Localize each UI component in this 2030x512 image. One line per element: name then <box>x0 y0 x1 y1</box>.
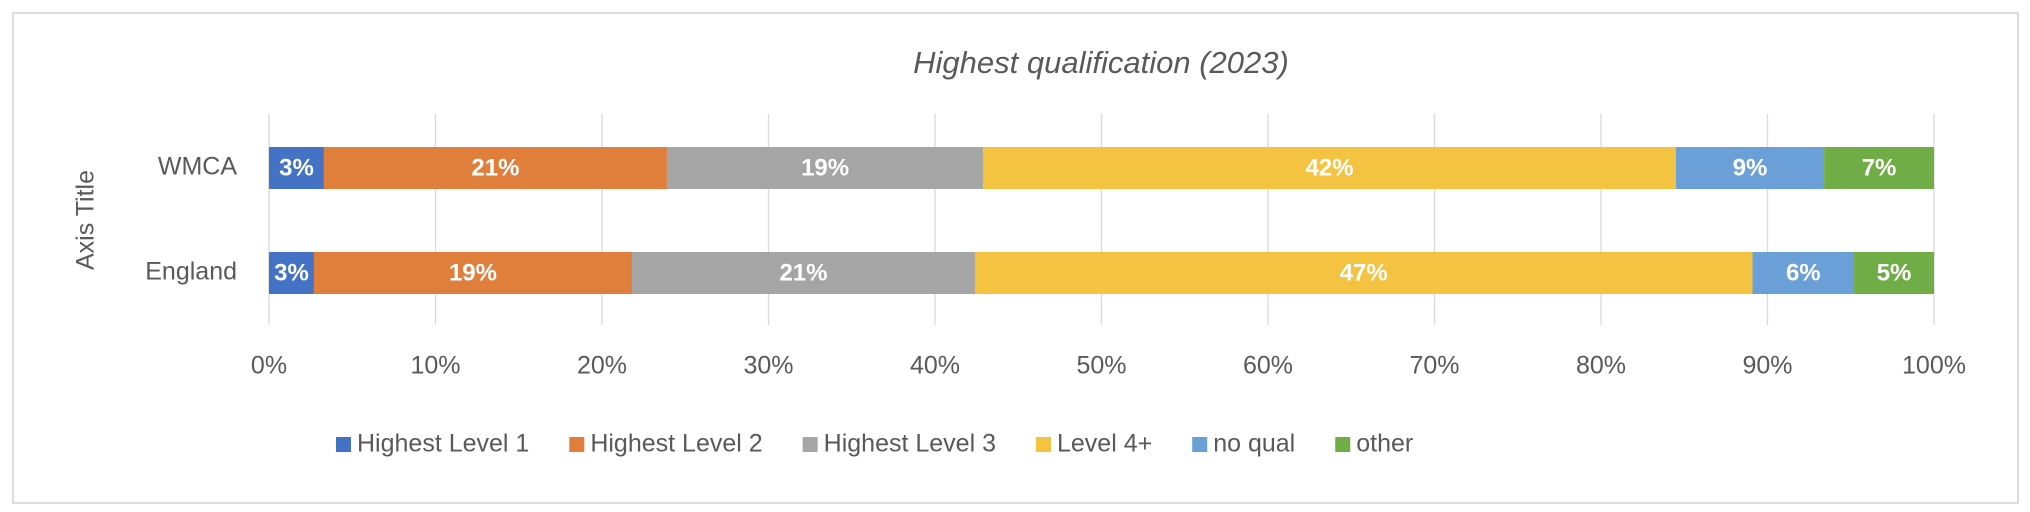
chart-title: Highest qualification (2023) <box>913 45 1289 80</box>
data-label: 3% <box>279 154 314 181</box>
y-tick-label: England <box>145 258 237 286</box>
x-tick-label: 90% <box>1742 352 1792 380</box>
legend-label: Highest Level 3 <box>824 430 996 458</box>
data-label: 5% <box>1877 259 1912 286</box>
legend-swatch <box>1335 437 1351 452</box>
bar-segment <box>269 147 324 189</box>
legend-label: other <box>1356 430 1413 458</box>
data-label: 47% <box>1340 259 1388 286</box>
bar-segment <box>974 252 1753 294</box>
data-label: 3% <box>274 259 309 286</box>
data-label: 19% <box>449 259 497 286</box>
data-label: 7% <box>1862 154 1897 181</box>
x-tick-label: 70% <box>1409 352 1459 380</box>
data-label: 6% <box>1786 259 1821 286</box>
bar-segment <box>269 252 314 294</box>
bar-segment <box>1854 252 1934 294</box>
bar-segment <box>631 252 975 294</box>
bar-segment <box>983 147 1676 189</box>
x-tick-label: 40% <box>910 352 960 380</box>
legend-label: Highest Level 2 <box>590 430 762 458</box>
bar-segment <box>666 147 984 189</box>
y-tick-label: WMCA <box>158 153 237 181</box>
x-tick-label: 80% <box>1576 352 1626 380</box>
legend-swatch <box>1035 437 1051 452</box>
legend-label: Highest Level 1 <box>357 430 529 458</box>
bar-segment <box>1675 147 1825 189</box>
x-tick-label: 60% <box>1243 352 1293 380</box>
bar-segment <box>1752 252 1855 294</box>
legend-label: Level 4+ <box>1057 430 1152 458</box>
y-axis-title: Axis Title <box>72 170 100 270</box>
x-tick-label: 10% <box>410 352 460 380</box>
bar-segment <box>323 147 667 189</box>
legend-label: no qual <box>1213 430 1295 458</box>
x-tick-label: 50% <box>1076 352 1126 380</box>
x-tick-label: 100% <box>1902 352 1966 380</box>
x-tick-label: 20% <box>577 352 627 380</box>
data-label: 21% <box>471 154 519 181</box>
data-label: 19% <box>801 154 849 181</box>
data-label: 9% <box>1733 154 1768 181</box>
legend-swatch <box>336 437 351 452</box>
x-tick-label: 30% <box>743 352 793 380</box>
bar-segment <box>313 252 632 294</box>
legend-swatch <box>569 437 585 452</box>
legend-swatch <box>802 437 818 452</box>
legend-swatch <box>1192 437 1208 452</box>
bar-segment <box>1824 147 1934 189</box>
data-label: 42% <box>1306 154 1354 181</box>
x-tick-label: 0% <box>251 352 287 380</box>
data-label: 21% <box>779 259 827 286</box>
